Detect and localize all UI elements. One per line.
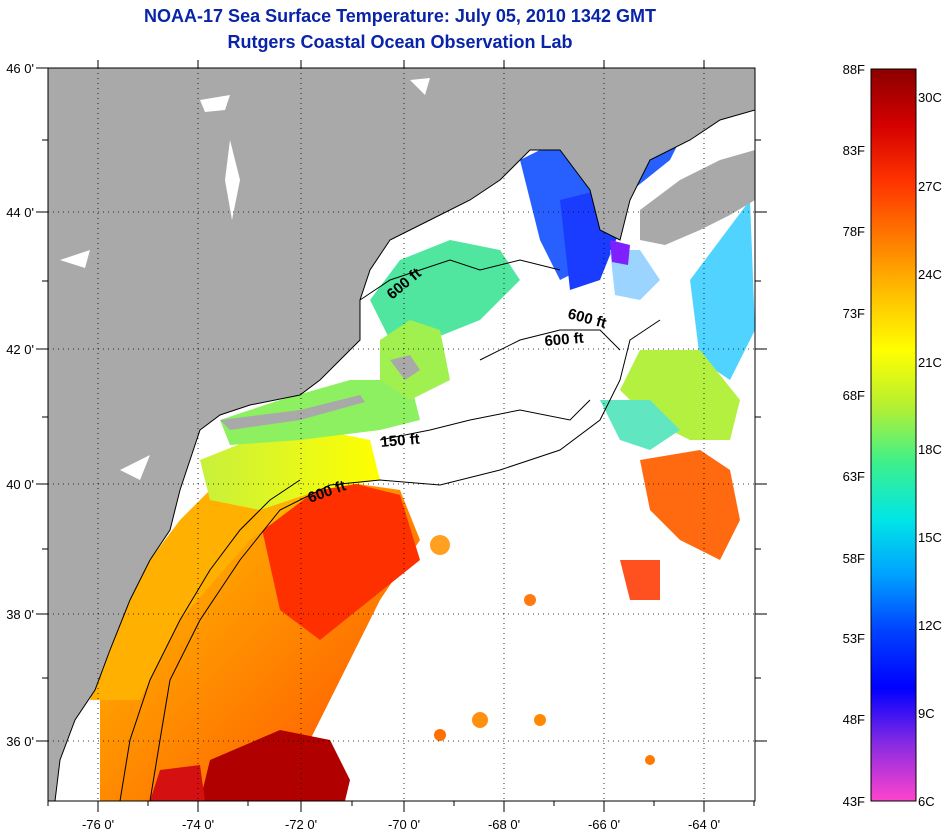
lat-label: 42 0'	[6, 342, 34, 357]
contour-label-600ft-middle: 600 ft	[544, 330, 585, 350]
bathymetry-contours	[119, 259, 661, 801]
cb-f-label: 43F	[843, 794, 865, 809]
cb-f-label: 53F	[843, 631, 865, 646]
cb-c-label: 27C	[918, 179, 942, 194]
lat-label: 44 0'	[6, 205, 34, 220]
cb-c-label: 24C	[918, 267, 942, 282]
cb-f-label: 83F	[843, 143, 865, 158]
colorbar-ramp	[870, 68, 917, 802]
lon-label: -68 0'	[488, 817, 520, 832]
coastline	[54, 109, 755, 801]
map-frame	[47, 67, 756, 802]
sst-patches	[48, 110, 755, 801]
colorbar: 88F 83F 78F 73F 68F 63F 58F 53F 48F 43F …	[843, 62, 942, 809]
graticule	[48, 68, 755, 801]
lat-label: 38 0'	[6, 607, 34, 622]
cb-c-label: 15C	[918, 530, 942, 545]
cb-f-label: 73F	[843, 306, 865, 321]
cb-f-label: 78F	[843, 224, 865, 239]
cb-c-label: 12C	[918, 618, 942, 633]
lat-label: 46 0'	[6, 61, 34, 76]
latitude-labels: 46 0' 44 0' 42 0' 40 0' 38 0' 36 0'	[6, 61, 34, 749]
lon-label: -66 0'	[588, 817, 620, 832]
contour-label-150ft: 150 ft	[380, 431, 421, 451]
lat-label: 36 0'	[6, 734, 34, 749]
cb-c-label: 9C	[918, 706, 935, 721]
map-subtitle: Rutgers Coastal Ocean Observation Lab	[227, 32, 573, 52]
colorbar-celsius: 30C 27C 24C 21C 18C 15C 12C 9C 6C	[918, 90, 942, 809]
cb-f-label: 48F	[843, 712, 865, 727]
lon-label: -70 0'	[388, 817, 420, 832]
cb-c-label: 6C	[918, 794, 935, 809]
cb-f-label: 88F	[843, 62, 865, 77]
lon-label: -76 0'	[82, 817, 114, 832]
lon-label: -72 0'	[285, 817, 317, 832]
cb-f-label: 63F	[843, 469, 865, 484]
cb-f-label: 68F	[843, 388, 865, 403]
map-plot-area: 600 ft 600 ft 600 ft 150 ft 600 ft	[48, 68, 755, 801]
cb-c-label: 18C	[918, 442, 942, 457]
map-title: NOAA-17 Sea Surface Temperature: July 05…	[144, 6, 656, 26]
cb-c-label: 21C	[918, 355, 942, 370]
colorbar-fahrenheit: 88F 83F 78F 73F 68F 63F 58F 53F 48F 43F	[843, 62, 865, 809]
cb-f-label: 58F	[843, 551, 865, 566]
cb-c-label: 30C	[918, 90, 942, 105]
lon-label: -74 0'	[182, 817, 214, 832]
lon-label: -64 0'	[688, 817, 720, 832]
axis-ticks	[36, 60, 767, 812]
lat-label: 40 0'	[6, 477, 34, 492]
longitude-labels: -76 0' -74 0' -72 0' -70 0' -68 0' -66 0…	[82, 817, 720, 832]
land-areas	[48, 68, 755, 801]
inland-water	[60, 78, 430, 480]
